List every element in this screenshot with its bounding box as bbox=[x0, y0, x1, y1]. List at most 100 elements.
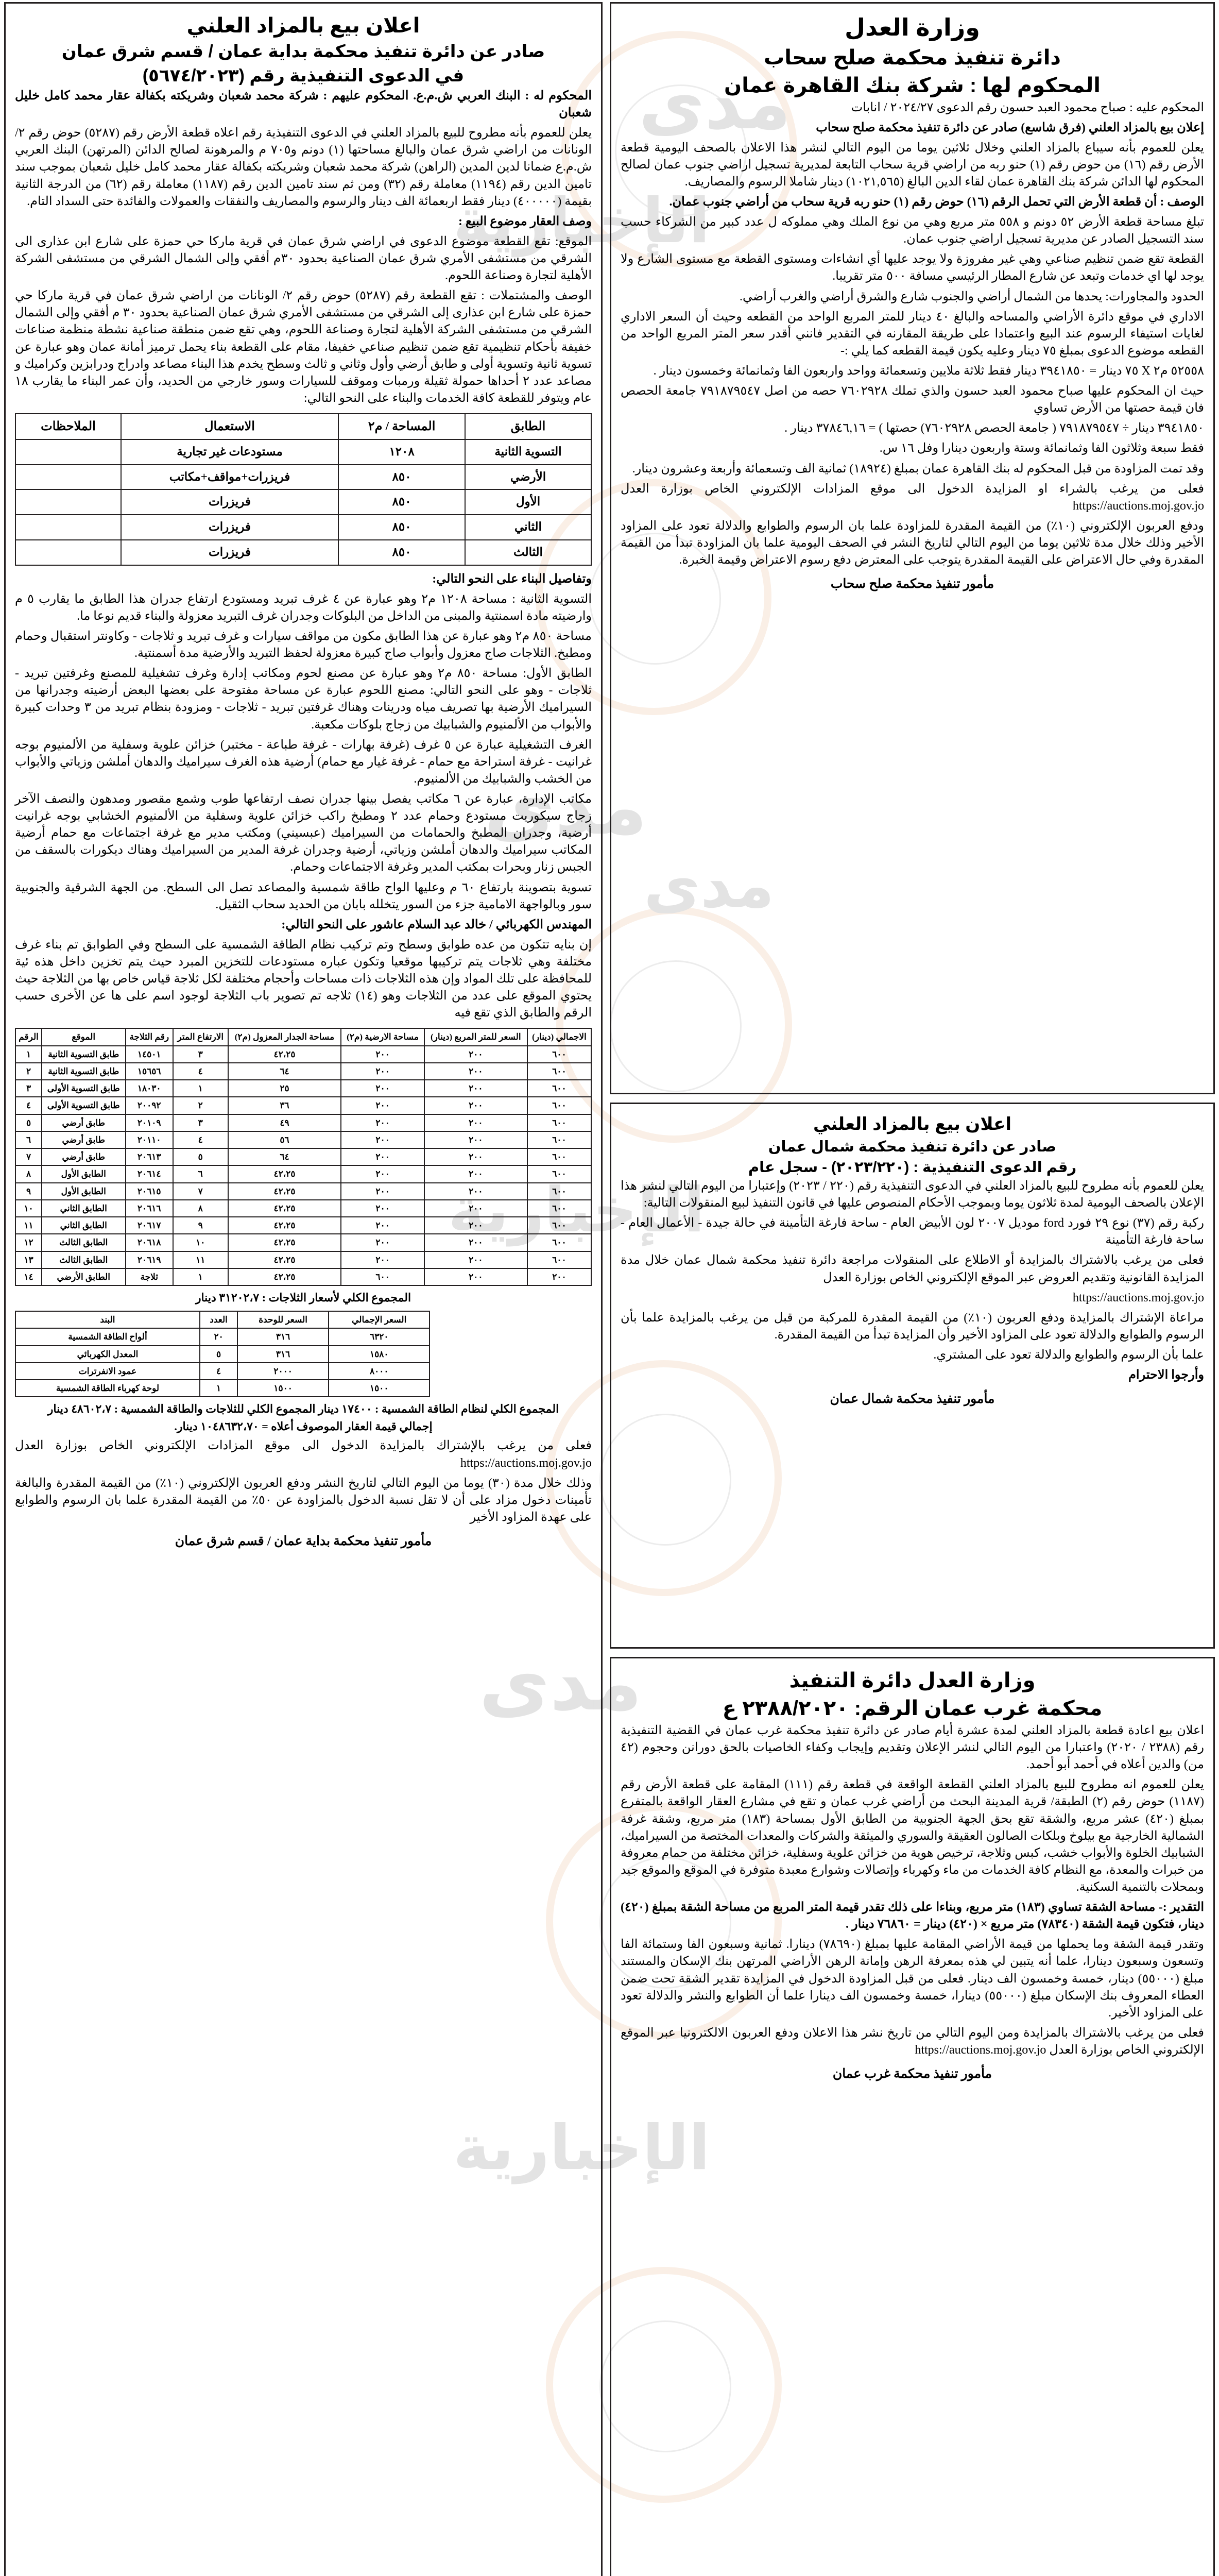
east-mid-c: مساحة ٨٥٠ م٢ وهو عبارة عن هذا الطابق مكو… bbox=[15, 630, 592, 660]
table-row: الثالث ٨٥٠ فريزرات bbox=[15, 539, 592, 566]
north-closing: وأرجوا الاحترام bbox=[1128, 1368, 1204, 1382]
east-parties: المحكوم له : البنك العربي ش.م.ع. المحكوم… bbox=[15, 89, 592, 120]
table-row: ٦٠٠ ٢٠٠ ٢٠٠ ٤٢،٢٥ ٩ ٢٠٦١٧ الطابق الثاني ١١ bbox=[14, 1216, 592, 1235]
east-mid-a: وتفاصيل البناء على النحو التالي: bbox=[432, 572, 592, 586]
table-row: الثاني ٨٥٠ فريزرات bbox=[15, 514, 592, 540]
east-bidding-para: فعلى من يرغب بالإشتراك بالمزايدة الدخول … bbox=[15, 1437, 592, 1471]
table-row: ٦٠٠ ٢٠٠ ٢٠٠ ٤٢،٢٥ ٣ ١٤٥٠١ طابق التسوية الثانية… bbox=[14, 1045, 592, 1063]
cell: ٤٢،٢٥ bbox=[227, 1045, 342, 1063]
auction-url-link[interactable]: https://auctions.moj.gov.jo bbox=[915, 2043, 1046, 2057]
sahab-bidding-para-2: ودفع العربون الإلكتروني (١٠٪) من القيمة … bbox=[621, 519, 1204, 567]
cell: ٢٠٠ bbox=[423, 1113, 528, 1132]
table-row: التسوية الثانية ١٢٠٨ مستودعات غير تجارية bbox=[15, 438, 592, 465]
cell: ٥٦ bbox=[227, 1130, 342, 1149]
auction-url-link[interactable]: https://auctions.moj.gov.jo bbox=[460, 1456, 592, 1470]
cell: طابق التسوية الأولى bbox=[41, 1096, 126, 1115]
cell: طابق التسوية الثانية bbox=[41, 1045, 126, 1063]
equip-col-2: مساحة الارضية (م٢) bbox=[340, 1028, 425, 1046]
cell: ٢٠٠ bbox=[423, 1130, 528, 1149]
cell: ٦٠٠ bbox=[526, 1182, 592, 1200]
west-heading-2: محكمة غرب عمان الرقم: ٢٣٨٨/٢٠٢٠ ع bbox=[722, 1697, 1103, 1720]
cell: ٣١٦ bbox=[237, 1345, 330, 1363]
sahab-bid-para: وقد تمت المزاودة من قبل المحكوم له بنك ا… bbox=[632, 462, 1204, 476]
table-row: ٦٠٠ ٢٠٠ ٢٠٠ ٤٢،٢٥ ٦ ٢٠٦١٤ الطابق الأول ٨ bbox=[14, 1165, 592, 1183]
cell: ٣١٦ bbox=[237, 1328, 330, 1346]
auction-url-link[interactable]: https://auctions.moj.gov.jo bbox=[1072, 1291, 1204, 1304]
cell: الطابق الأرضي bbox=[41, 1267, 126, 1286]
west-para-2: يعلن للعموم انه مطروح للبيع بالمزاد العل… bbox=[621, 1778, 1205, 1894]
solar-col-3: البند bbox=[15, 1311, 200, 1329]
east-signature: مأمور تنفيذ محكمة بداية عمان / قسم شرق ع… bbox=[175, 1534, 432, 1548]
cell: الطابق الأول bbox=[41, 1182, 126, 1200]
east-bidding-para-2: وذلك خلال مدة (٣٠) يوما من اليوم التالي … bbox=[15, 1476, 592, 1524]
sahab-signature: مأمور تنفيذ محكمة صلح سحاب bbox=[830, 577, 994, 591]
cell: ٢٠٠ bbox=[340, 1233, 425, 1252]
sahab-desc-head: الوصف : أن قطعة الأرض التي تحمل الرقم (١… bbox=[669, 195, 1204, 209]
cell: ٦٠٠ bbox=[526, 1079, 592, 1098]
sahab-share-para: حيث ان المحكوم عليها صباح محمود العبد حس… bbox=[621, 384, 1204, 415]
north-signature: مأمور تنفيذ محكمة شمال عمان bbox=[830, 1392, 995, 1406]
cell bbox=[15, 489, 122, 516]
table-row: ٦٠٠ ٢٠٠ ٢٠٠ ٤٢،٢٥ ١٠ ٢٠٦١٨ الطابق الثالث ١٢ bbox=[14, 1233, 592, 1252]
equip-col-3: مساحة الجدار المعزول (م٢) bbox=[227, 1028, 342, 1046]
cell: ٤٢،٢٥ bbox=[227, 1182, 342, 1200]
cell: ٢٠٠ bbox=[423, 1267, 528, 1286]
table-row: ٦٠٠ ٢٠٠ ٢٠٠ ٤٢،٢٥ ١١ ٢٠٦١٩ الطابق الثالث ١٣ bbox=[14, 1250, 592, 1269]
west-para-1: اعلان بيع اعادة قطعة بالمزاد العلني لمدة… bbox=[621, 1724, 1204, 1772]
cell: الثالث bbox=[464, 539, 592, 566]
cell: ٢٠٦١٦ bbox=[125, 1199, 174, 1218]
north-heading-1: اعلان بيع بالمزاد العلني bbox=[813, 1114, 1012, 1134]
cell: ٢٠٦١٣ bbox=[125, 1148, 174, 1166]
north-para-1: يعلن للعموم بأنه مطروح للبيع بالمزاد الع… bbox=[621, 1179, 1204, 1210]
cell: طابق أرضي bbox=[41, 1130, 126, 1149]
cell: ٦٠٠ bbox=[526, 1199, 592, 1218]
equip-col-5: رقم الثلاجة bbox=[125, 1028, 174, 1046]
cell: ١٠ bbox=[172, 1233, 229, 1252]
table-row: ٦٠٠ ٢٠٠ ٢٠٠ ٦٤ ٤ ١٥٦٥٦ طابق التسوية الثانية ٢ bbox=[14, 1062, 592, 1081]
west-bidding-para: فعلى من يرغب بالاشتراك بالمزايدة ومن الي… bbox=[621, 2025, 1204, 2059]
east-heading-1: اعلان بيع بالمزاد العلني bbox=[186, 14, 420, 37]
north-note: علما بأن الرسوم والطوابع والدلالة تعود ع… bbox=[933, 1348, 1204, 1362]
cell: ٢٠٠٩٢ bbox=[125, 1096, 174, 1115]
cell: ٦٠٠ bbox=[526, 1113, 592, 1132]
cell: ٧ bbox=[14, 1148, 43, 1166]
cell: لوحة كهرباء الطاقة الشمسية bbox=[15, 1379, 200, 1398]
cell bbox=[15, 464, 122, 490]
cell: الطابق الثالث bbox=[41, 1233, 126, 1252]
table-row: الأول ٨٥٠ فريزرات bbox=[15, 489, 592, 516]
table-row: ١٥٠٠ ١٥٠٠ ١ لوحة كهرباء الطاقة الشمسية bbox=[15, 1379, 431, 1398]
sahab-para-1: يعلن للعموم بأنه سيباع بالمزاد العلني وخ… bbox=[621, 141, 1204, 189]
cell: ١٤ bbox=[14, 1267, 43, 1286]
solar-table: السعر الإجمالي السعر للوحدة العدد البند … bbox=[15, 1311, 431, 1398]
cell: ٢٠٦١٥ bbox=[125, 1182, 174, 1200]
sahab-subtitle: إعلان بيع بالمزاد العلني (فرق شاسع) صادر… bbox=[816, 121, 1204, 134]
cell: ٤٢،٢٥ bbox=[227, 1216, 342, 1235]
cell: ١ bbox=[172, 1267, 229, 1286]
north-para-3: مراعاة الإشتراك بالمزايدة ودفع العربون (… bbox=[621, 1311, 1204, 1342]
east-mid-d: الطابق الأول: مساحة ٨٥٠ م٢ وهو عبارة عن … bbox=[15, 667, 592, 732]
cell: ٨٥٠ bbox=[338, 464, 466, 490]
auction-url-link[interactable]: https://auctions.moj.gov.jo bbox=[1072, 499, 1204, 513]
sahab-bidding-para: فعلى من يرغب بالشراء او المزايدة الدخول … bbox=[621, 481, 1204, 515]
north-vehicle-desc: ركبة رقم (٣٧) نوع ٢٩ فورد ford موديل ٢٠٠… bbox=[621, 1216, 1204, 1247]
cell: ٢٠١١٠ bbox=[125, 1130, 174, 1149]
cell: ١٢ bbox=[14, 1233, 43, 1252]
cell: ١٥٦٥٦ bbox=[125, 1062, 174, 1081]
cell: ٦٠٠ bbox=[526, 1096, 592, 1115]
cell: الثاني bbox=[464, 514, 592, 540]
cell: ٤ bbox=[172, 1130, 229, 1149]
floors-col-1: المساحة / م٢ bbox=[338, 413, 466, 440]
cell bbox=[15, 438, 122, 465]
cell: ١٥٨٠ bbox=[328, 1345, 431, 1363]
cell: ٢٠٠ bbox=[423, 1182, 528, 1200]
cell: ٢٠٠ bbox=[423, 1165, 528, 1183]
east-para-3: الوصف والمشتملات : تقع القطعة رقم (٥٢٨٧)… bbox=[15, 289, 592, 405]
table-row: ٦٣٢٠ ٣١٦ ٢٠ ألواح الطاقة الشمسية bbox=[15, 1328, 431, 1346]
cell: مستودعات غير تجارية bbox=[120, 438, 339, 465]
east-desc-label: وصف العقار موضوع البيع : bbox=[458, 214, 592, 228]
east-engineer-line: المهندس الكهربائي / خالد عبد السلام عاشو… bbox=[281, 918, 592, 931]
cell: طابق التسوية الأولى bbox=[41, 1079, 126, 1098]
cell: ٢٠٦١٩ bbox=[125, 1250, 174, 1269]
cell: ٦٤ bbox=[227, 1148, 342, 1166]
cell: ٢٠٠ bbox=[340, 1113, 425, 1132]
